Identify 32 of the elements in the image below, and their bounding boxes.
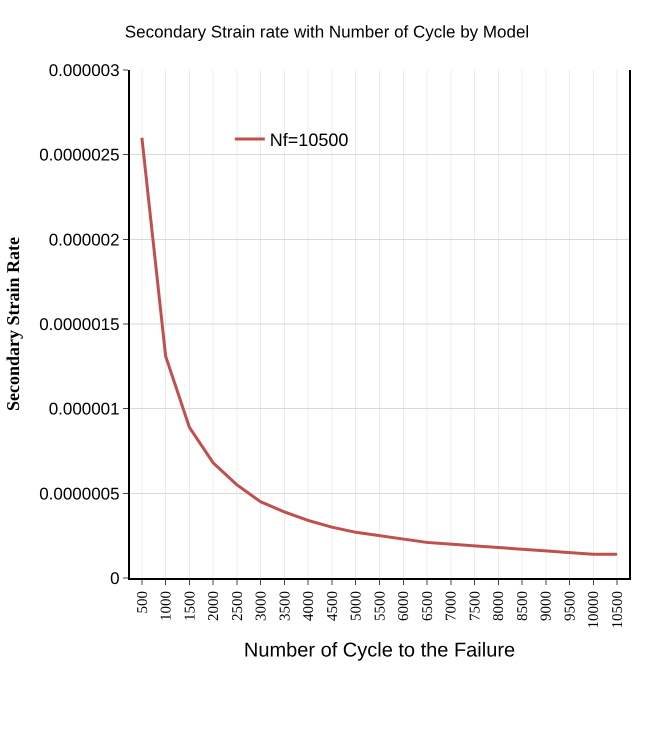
- x-tick-label: 2500: [230, 591, 246, 621]
- y-tick-label: 0.0000015: [39, 314, 120, 334]
- x-tick-label: 8500: [514, 591, 531, 621]
- x-tick-label: 500: [134, 591, 151, 614]
- x-tick-label: 5000: [348, 591, 365, 621]
- y-tick-label: 0.000002: [48, 230, 120, 250]
- x-tick-label: 10000: [586, 591, 602, 628]
- y-tick-label: 0.000003: [48, 60, 120, 80]
- x-tick-label: 7000: [444, 591, 460, 621]
- x-tick-label: 4500: [324, 591, 341, 621]
- x-tick-label: 9500: [562, 591, 578, 621]
- y-tick-label: 0.0000025: [39, 146, 120, 165]
- x-tick-label: 8000: [491, 591, 508, 621]
- x-tick-label: 10500: [610, 591, 626, 628]
- x-tick-label: 3500: [277, 591, 294, 621]
- x-tick-label: 4000: [301, 591, 318, 621]
- x-tick-label: 7500: [467, 591, 484, 621]
- x-axis-title: Number of Cycle to the Failure: [244, 640, 516, 662]
- chart-title: Secondary Strain rate with Number of Cycle by Model: [124, 22, 530, 42]
- y-tick-label: 0.000001: [48, 400, 120, 419]
- x-tick-label: 5500: [372, 591, 388, 621]
- y-tick-label: 0.0000005: [39, 484, 120, 504]
- y-tick-label: 0: [110, 568, 120, 588]
- x-tick-label: 9000: [538, 591, 555, 621]
- x-tick-label: 6500: [420, 591, 436, 621]
- x-tick-label: 1000: [158, 591, 175, 621]
- x-tick-label: 2000: [206, 591, 222, 621]
- x-tick-label: 6000: [396, 591, 412, 621]
- x-tick-label: 1500: [182, 591, 198, 621]
- x-tick-label: 3000: [254, 591, 270, 621]
- y-axis-title: Secondary Strain Rate: [2, 237, 23, 411]
- legend-label: Nf=10500: [270, 130, 348, 150]
